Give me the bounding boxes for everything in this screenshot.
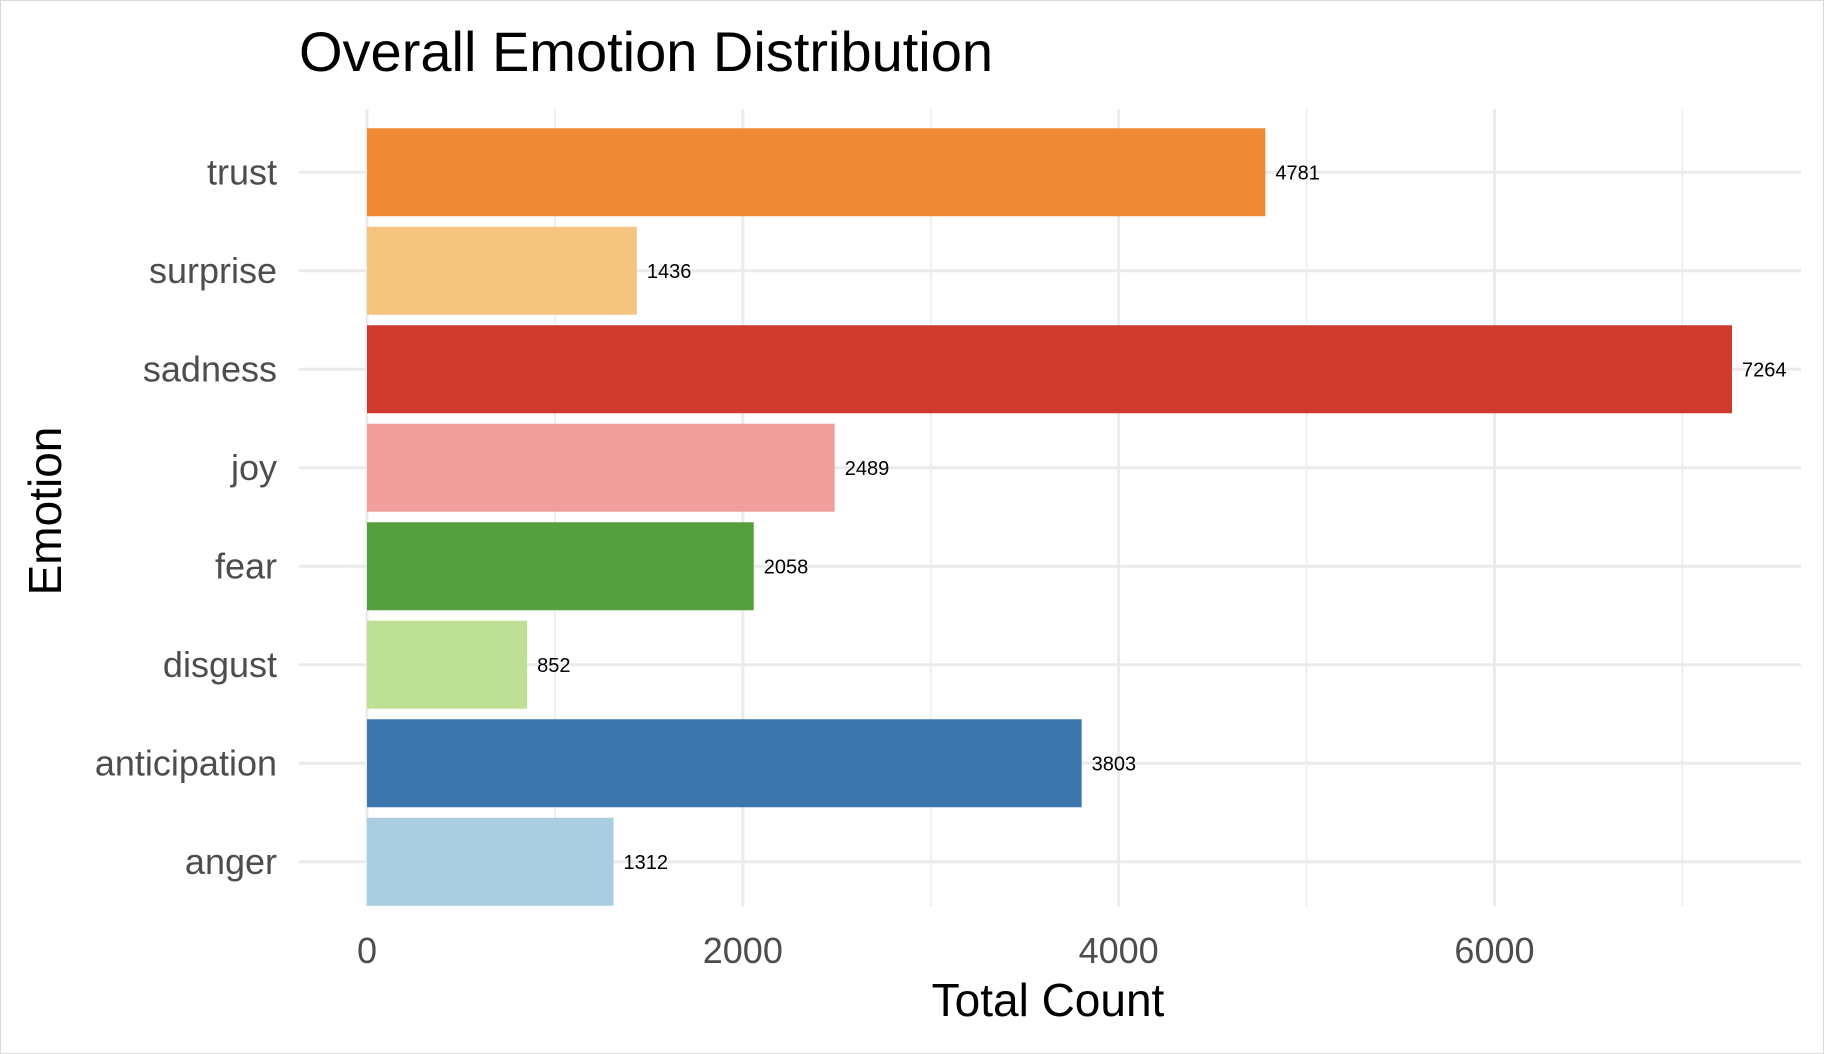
bar-surprise: [367, 226, 637, 315]
y-axis-title: Emotion: [19, 427, 71, 596]
category-labels: anger anticipation disgust fear joy sadness su…: [95, 151, 277, 882]
bars: [367, 128, 1732, 906]
x-tick-label: 6000: [1454, 930, 1534, 971]
data-label-anger: 1312: [624, 852, 669, 874]
x-tick-labels: 0 2000 4000 6000: [357, 930, 1535, 971]
category-label-sadness: sadness: [143, 348, 277, 389]
data-label-fear: 2058: [764, 556, 809, 578]
category-label-joy: joy: [230, 447, 277, 488]
bar-anger: [367, 817, 614, 906]
chart-title: Overall Emotion Distribution: [299, 20, 993, 83]
data-label-sadness: 7264: [1742, 359, 1787, 381]
category-label-surprise: surprise: [149, 250, 277, 291]
data-label-joy: 2489: [845, 458, 890, 480]
data-label-anticipation: 3803: [1092, 753, 1137, 775]
data-label-surprise: 1436: [647, 261, 692, 283]
bar-anticipation: [367, 719, 1082, 808]
category-label-trust: trust: [207, 151, 277, 192]
x-tick-label: 4000: [1079, 930, 1159, 971]
x-tick-label: 0: [357, 930, 377, 971]
data-label-disgust: 852: [537, 655, 570, 677]
category-label-disgust: disgust: [163, 644, 277, 685]
category-label-anticipation: anticipation: [95, 742, 277, 783]
bar-sadness: [367, 325, 1732, 414]
category-label-anger: anger: [185, 841, 277, 882]
data-label-trust: 4781: [1275, 162, 1320, 184]
bar-trust: [367, 128, 1266, 217]
x-tick-label: 2000: [703, 930, 783, 971]
data-labels: 1312 3803 852 2058 2489 7264 1436 4781: [537, 162, 1786, 874]
bar-joy: [367, 423, 835, 512]
category-label-fear: fear: [215, 545, 277, 586]
bar-fear: [367, 522, 754, 611]
x-axis-title: Total Count: [932, 974, 1165, 1026]
bar-disgust: [367, 620, 528, 709]
